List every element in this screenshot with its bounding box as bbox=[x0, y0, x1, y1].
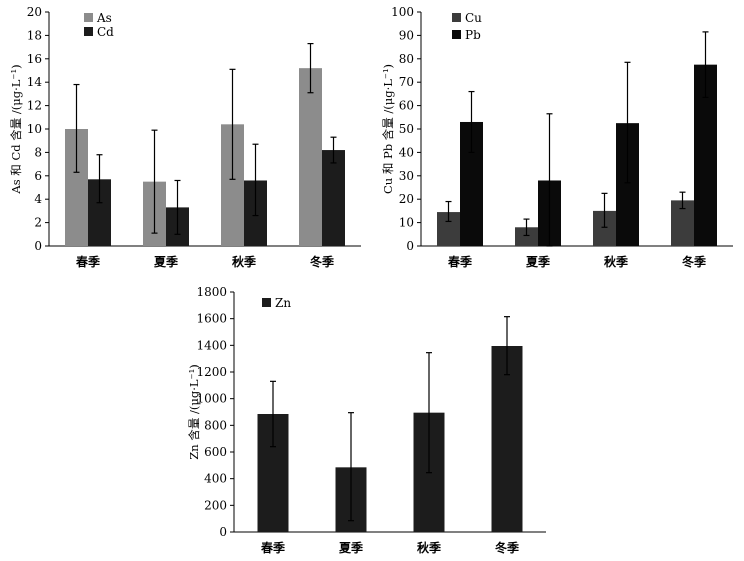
legend-label-as: As bbox=[96, 11, 112, 25]
y-tick-label: 10 bbox=[399, 216, 414, 230]
y-tick-label: 60 bbox=[399, 99, 414, 113]
y-tick-label: 8 bbox=[34, 145, 42, 159]
bar-as bbox=[65, 129, 88, 246]
bars bbox=[65, 42, 345, 246]
category-label: 冬季 bbox=[495, 540, 520, 555]
bar-cu bbox=[515, 227, 538, 246]
category-label: 夏季 bbox=[339, 540, 364, 555]
category-label: 夏季 bbox=[526, 254, 551, 269]
chart-cu-pb: Cu 和 Pb 含量 /(μg·L⁻¹) 0 10 20 30 40 50 60 70 80 90… bbox=[381, 5, 733, 269]
y-tick-label: 70 bbox=[399, 75, 414, 89]
y-tick-label: 12 bbox=[27, 99, 42, 113]
y-tick-label: 90 bbox=[399, 28, 414, 42]
category-label: 春季 bbox=[447, 254, 473, 269]
y-tick-label: 2 bbox=[34, 216, 42, 230]
y-tick-label: 0 bbox=[406, 239, 414, 253]
y-tick-label: 4 bbox=[34, 192, 42, 206]
y-tick-label: 16 bbox=[27, 52, 42, 66]
y-axis-ticks: 0 200 400 600 800 1000 1200 1400 1600 1800 bbox=[196, 285, 234, 539]
y-tick-label: 50 bbox=[399, 122, 414, 136]
y-tick-label: 400 bbox=[204, 472, 227, 486]
y-axis-label: Cu 和 Pb 含量 /(μg·L⁻¹) bbox=[381, 64, 395, 194]
legend-swatch-cd bbox=[84, 27, 93, 36]
y-tick-label: 40 bbox=[399, 145, 414, 159]
y-axis-label: As 和 Cd 含量 /(μg·L⁻¹) bbox=[9, 64, 23, 194]
y-axis-ticks: 0 2 4 6 8 10 12 14 16 18 20 bbox=[27, 5, 49, 253]
y-tick-label: 6 bbox=[34, 169, 42, 183]
category-label: 秋季 bbox=[604, 254, 629, 269]
bar-cd bbox=[322, 150, 345, 246]
legend-label-pb: Pb bbox=[465, 28, 481, 42]
y-tick-label: 800 bbox=[204, 418, 227, 432]
bar-as bbox=[221, 124, 244, 246]
y-tick-label: 0 bbox=[34, 239, 42, 253]
bar-pb bbox=[616, 123, 639, 246]
y-tick-label: 18 bbox=[27, 28, 42, 42]
y-tick-label: 0 bbox=[219, 525, 227, 539]
category-label: 春季 bbox=[75, 254, 101, 269]
chart-zn: Zn 含量 /(μg·L⁻¹) 0 200 400 600 800 1000 1200 140… bbox=[187, 285, 546, 555]
category-labels: 春季 夏季 秋季 冬季 bbox=[447, 254, 707, 269]
category-labels: 春季 夏季 秋季 冬季 bbox=[75, 254, 335, 269]
legend: As Cd bbox=[84, 11, 114, 39]
bar-as bbox=[299, 68, 322, 246]
category-label: 春季 bbox=[260, 540, 286, 555]
y-tick-label: 1600 bbox=[196, 312, 227, 326]
y-tick-label: 100 bbox=[391, 5, 414, 19]
y-tick-label: 10 bbox=[27, 122, 42, 136]
y-tick-label: 1200 bbox=[196, 365, 227, 379]
category-label: 冬季 bbox=[682, 254, 707, 269]
legend-label-cd: Cd bbox=[97, 25, 114, 39]
category-label: 夏季 bbox=[154, 254, 179, 269]
y-tick-label: 200 bbox=[204, 498, 227, 512]
bar-cu bbox=[671, 200, 694, 246]
y-tick-label: 1800 bbox=[196, 285, 227, 299]
category-label: 冬季 bbox=[310, 254, 335, 269]
legend-swatch-as bbox=[84, 13, 93, 22]
chart-as-cd: As 和 Cd 含量 /(μg·L⁻¹) 0 2 4 6 8 10 12 14 16 18 20 春… bbox=[9, 5, 361, 269]
category-label: 秋季 bbox=[417, 540, 442, 555]
y-tick-label: 30 bbox=[399, 169, 414, 183]
y-tick-label: 14 bbox=[27, 75, 43, 89]
bar-pb bbox=[694, 64, 717, 247]
category-label: 秋季 bbox=[232, 254, 257, 269]
y-tick-label: 20 bbox=[399, 192, 414, 206]
legend-swatch-cu bbox=[452, 13, 461, 22]
bar-cu bbox=[593, 210, 616, 246]
legend: Cu Pb bbox=[452, 11, 482, 42]
legend-label-cu: Cu bbox=[465, 11, 482, 25]
bars bbox=[257, 316, 523, 532]
bar-pb bbox=[460, 121, 483, 246]
legend: Zn bbox=[262, 296, 291, 310]
legend-label-zn: Zn bbox=[275, 296, 291, 310]
y-tick-label: 1400 bbox=[196, 338, 227, 352]
y-axis-label: Zn 含量 /(μg·L⁻¹) bbox=[187, 364, 201, 459]
legend-swatch-pb bbox=[452, 30, 461, 39]
category-labels: 春季 夏季 秋季 冬季 bbox=[260, 540, 520, 555]
y-tick-label: 1000 bbox=[196, 392, 227, 406]
y-axis-ticks: 0 10 20 30 40 50 60 70 80 90 100 bbox=[391, 5, 421, 253]
y-tick-label: 20 bbox=[27, 5, 42, 19]
y-tick-label: 600 bbox=[204, 445, 227, 459]
legend-swatch-zn bbox=[262, 298, 271, 307]
bar-cd bbox=[88, 179, 111, 246]
bar-cu bbox=[437, 212, 460, 246]
bars bbox=[437, 31, 717, 247]
bar-zn bbox=[491, 346, 523, 532]
y-tick-label: 80 bbox=[399, 52, 414, 66]
